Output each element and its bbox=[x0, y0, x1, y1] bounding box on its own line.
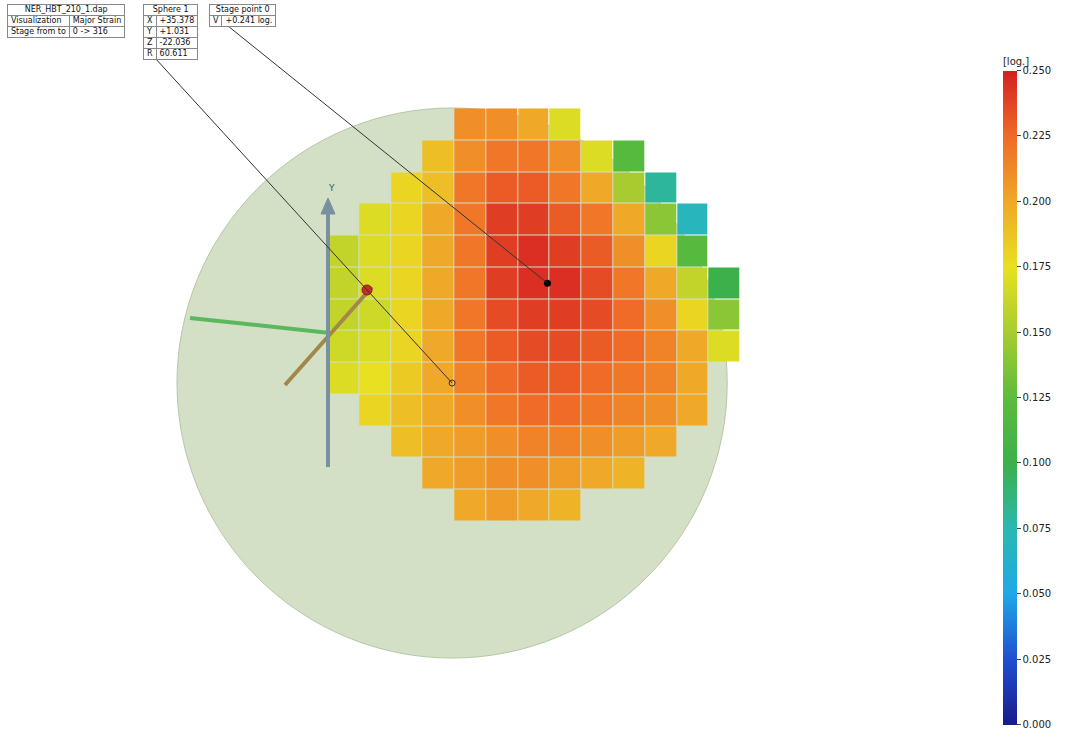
html-text:R: R bbox=[147, 49, 153, 58]
html-text:V: V bbox=[213, 16, 219, 25]
svg-text:0.125: 0.125 bbox=[1023, 392, 1052, 403]
svg-text:0.025: 0.025 bbox=[1023, 654, 1052, 665]
html-text:60.611: 60.611 bbox=[159, 49, 188, 58]
html-text:+35.378: +35.378 bbox=[159, 16, 195, 25]
html-text:Visualization: Visualization bbox=[11, 16, 62, 25]
svg-text:0.000: 0.000 bbox=[1023, 719, 1052, 730]
svg-text:Y: Y bbox=[328, 183, 335, 193]
html-text:-22.036: -22.036 bbox=[159, 38, 191, 47]
html-text:NER_HBT_210_1.dap: NER_HBT_210_1.dap bbox=[24, 5, 108, 14]
svg-text:0.225: 0.225 bbox=[1023, 130, 1052, 141]
html-text:Sphere 1: Sphere 1 bbox=[152, 5, 189, 14]
html-text:Y: Y bbox=[147, 27, 152, 36]
html-text:Major Strain: Major Strain bbox=[72, 16, 122, 25]
svg-text:0.200: 0.200 bbox=[1023, 196, 1052, 207]
svg-text:0.150: 0.150 bbox=[1023, 327, 1052, 338]
svg-text:0.075: 0.075 bbox=[1023, 523, 1052, 534]
html-text:+1.031: +1.031 bbox=[159, 27, 190, 36]
html-text:X: X bbox=[147, 16, 153, 25]
svg-text:0.175: 0.175 bbox=[1023, 261, 1052, 272]
html-text:+0.241 log.: +0.241 log. bbox=[225, 16, 273, 25]
html-text:0 -> 316: 0 -> 316 bbox=[72, 27, 108, 36]
svg-text:0.250: 0.250 bbox=[1023, 65, 1052, 76]
html-text:Z: Z bbox=[147, 38, 153, 47]
svg-text:0.050: 0.050 bbox=[1023, 588, 1052, 599]
svg-text:[log.]: [log.] bbox=[1003, 56, 1029, 67]
html-text:Stage from to: Stage from to bbox=[11, 27, 66, 36]
html-text:Stage point 0: Stage point 0 bbox=[215, 5, 270, 14]
svg-text:0.100: 0.100 bbox=[1023, 457, 1052, 468]
